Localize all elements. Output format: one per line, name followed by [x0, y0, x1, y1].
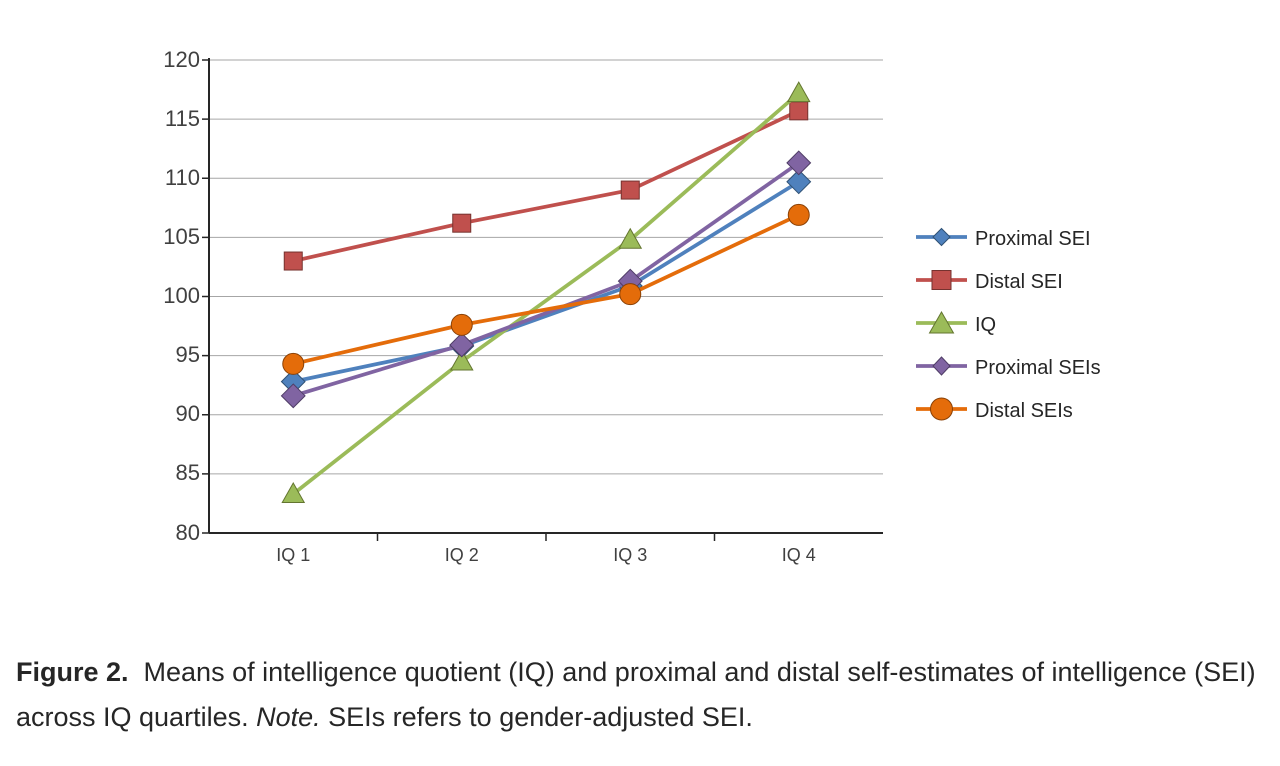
svg-text:IQ 1: IQ 1	[276, 545, 310, 565]
svg-text:85: 85	[176, 460, 200, 485]
svg-text:90: 90	[176, 401, 200, 426]
svg-text:IQ 2: IQ 2	[445, 545, 479, 565]
svg-text:Distal SEI: Distal SEI	[975, 271, 1063, 293]
svg-text:IQ 4: IQ 4	[782, 545, 816, 565]
svg-text:Proximal SEI: Proximal SEI	[975, 228, 1091, 250]
svg-text:Proximal SEIs: Proximal SEIs	[975, 357, 1101, 379]
svg-text:Distal SEIs: Distal SEIs	[975, 400, 1073, 422]
svg-text:IQ 3: IQ 3	[613, 545, 647, 565]
svg-text:110: 110	[165, 165, 200, 190]
svg-text:100: 100	[163, 283, 200, 308]
svg-text:115: 115	[165, 106, 200, 131]
svg-text:IQ: IQ	[975, 314, 996, 336]
svg-text:80: 80	[176, 520, 200, 545]
svg-text:95: 95	[176, 342, 200, 367]
svg-text:105: 105	[163, 224, 200, 249]
svg-text:120: 120	[163, 47, 200, 72]
